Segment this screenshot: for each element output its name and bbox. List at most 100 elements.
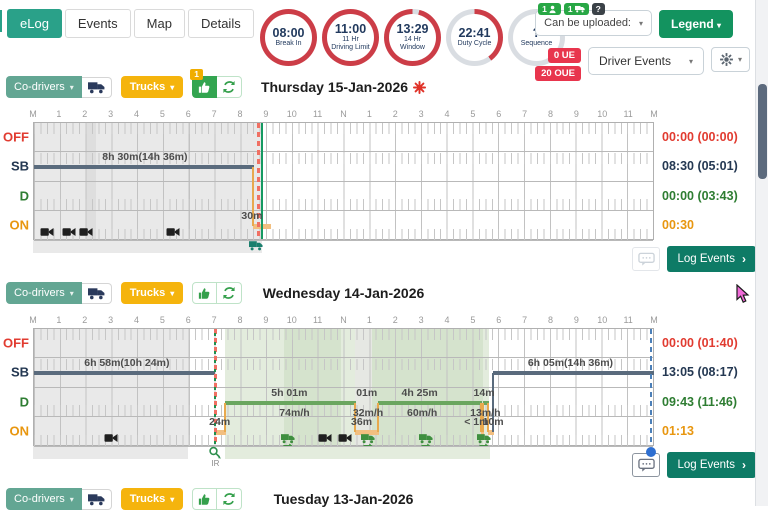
quarter-ticks: [34, 152, 653, 164]
oue-badge: 20 OUE: [535, 66, 581, 81]
chevron-down-icon: ▾: [717, 21, 722, 30]
co-drivers-button[interactable]: Co-drivers ▾: [6, 282, 82, 304]
duty-segment-d: [378, 400, 482, 405]
driver-events-select[interactable]: Driver Events ▾: [587, 47, 704, 75]
tab-elog[interactable]: eLog: [7, 9, 62, 38]
thumb-up-icon: [199, 287, 210, 299]
log-events-button[interactable]: Log Events ›: [667, 452, 756, 478]
axis-tick-label: 4: [444, 315, 450, 325]
axis-tick-label: 9: [263, 315, 269, 325]
comment-button[interactable]: [632, 247, 661, 271]
row-label-on: ON: [9, 217, 30, 233]
gauge-value: 11:00: [334, 22, 367, 36]
settings-button[interactable]: ▾: [710, 47, 750, 72]
segment-label: 14m: [473, 386, 495, 399]
log-events-label: Log Events: [677, 253, 735, 265]
log-events-button[interactable]: Log Events ›: [667, 246, 756, 272]
axis-tick-label: 11: [312, 109, 323, 119]
time-axis: M 1 2 3 4 5 6 7 8 9 10 11 N 1 2 3 4 5 6 7 8 9 10 11 M: [29, 308, 658, 328]
segment-label: 4h 25m: [401, 386, 438, 399]
refresh-button[interactable]: [217, 282, 243, 304]
tab-events[interactable]: Events: [64, 9, 131, 38]
shade-region: [33, 446, 189, 459]
duty-segment-d: [483, 400, 490, 405]
truck-select-button[interactable]: [81, 76, 112, 98]
segment-label: 10m: [482, 416, 504, 429]
dashcam-icon: [62, 227, 76, 236]
gauge-label: 14 Hr: [403, 36, 422, 43]
gauge-value: 13:29: [396, 22, 429, 36]
gauge-11-hr-driving-limit: 11:00 11 Hr Driving Limit: [322, 9, 379, 66]
day-footer: Log Events ›: [632, 452, 756, 478]
log-grid[interactable]: 8h 30m(14h 36m) 30m: [33, 122, 654, 241]
quarter-ticks: [34, 199, 653, 210]
chevron-down-icon: ▾: [69, 288, 74, 298]
log-grid[interactable]: 6h 58m(10h 24m) 24m 5h 01m 74m/h 36m 01m 32m/h…: [33, 328, 657, 457]
shade-region: [33, 240, 262, 253]
chevron-down-icon: ▾: [737, 55, 742, 64]
chevron-down-icon: ▾: [170, 494, 175, 504]
trucks-button[interactable]: Trucks ▾: [120, 76, 184, 98]
co-drivers-button[interactable]: Co-drivers ▾: [6, 76, 82, 98]
comment-button[interactable]: [632, 453, 661, 477]
truck-icon: [574, 5, 585, 13]
tab-details[interactable]: Details: [187, 9, 254, 38]
chevron-down-icon: ▾: [69, 494, 74, 504]
segment-label: 01m: [356, 386, 378, 399]
truck-green-marker: [281, 433, 295, 447]
quarter-ticks: [34, 358, 653, 370]
grid-row-off: [34, 123, 653, 152]
badge-count: 1: [567, 4, 573, 14]
segment-label: < 1m: [464, 416, 489, 429]
refresh-icon: [223, 493, 235, 505]
duty-segment-on: [354, 430, 380, 436]
axis-tick-label: 11: [312, 315, 323, 325]
axis-tick-label: 7: [522, 315, 528, 325]
legend-button[interactable]: Legend ▾: [659, 10, 734, 38]
camera-marker: [40, 227, 54, 237]
truck-select-button[interactable]: [81, 282, 112, 304]
axis-tick-label: M: [650, 109, 658, 119]
top-right-controls: 1 1? Can be uploaded: ▾ Legend ▾ 0 UE 20 …: [535, 3, 750, 81]
current-time-line: [261, 123, 264, 239]
log-events-label: Log Events: [677, 459, 735, 471]
vertical-scrollbar[interactable]: [755, 0, 768, 506]
comment-icon: [638, 252, 655, 266]
approve-refresh-group: [192, 488, 243, 510]
axis-tick-label: 6: [185, 315, 191, 325]
scrollbar-thumb[interactable]: [758, 84, 767, 179]
trucks-button[interactable]: Trucks ▾: [120, 282, 184, 304]
axis-tick-label: 2: [82, 109, 88, 119]
gauge-label: Window: [400, 44, 425, 51]
midnight-marker-line: [646, 329, 657, 457]
axis-tick-label: 8: [237, 315, 243, 325]
event-count-badges: 0 UE 20 OUE: [535, 48, 581, 81]
status-connector: [479, 402, 482, 433]
chevron-down-icon: ▾: [170, 82, 175, 92]
day-date: Tuesday 13-Jan-2026: [273, 491, 414, 507]
gauge-label: 11 Hr: [342, 36, 359, 43]
axis-tick-label: 10: [597, 109, 608, 119]
hos-gauges: 08:00 Break In 11:00 11 Hr Driving Limit 13:2…: [260, 9, 565, 66]
dashcam-icon: [40, 227, 54, 236]
truck-icon: [87, 493, 105, 505]
axis-tick-label: 6: [496, 109, 502, 119]
tab-map[interactable]: Map: [133, 9, 185, 38]
axis-tick-label: M: [29, 109, 37, 119]
comment-icon: [638, 458, 655, 472]
approve-button[interactable]: [192, 76, 218, 98]
driver-icon: [549, 5, 556, 13]
row-label-d: D: [19, 188, 29, 204]
status-connector: [492, 373, 495, 433]
approve-button[interactable]: [192, 282, 218, 304]
status-connector: [487, 402, 490, 433]
axis-tick-label: 5: [470, 315, 476, 325]
day-section: Co-drivers ▾ Trucks ▾ Tuesday 13-Jan-2026: [0, 488, 768, 514]
violation-flag-icon: [413, 81, 427, 94]
axis-tick-label: 1: [56, 315, 62, 325]
refresh-button[interactable]: [217, 76, 243, 98]
day-date: Wednesday 14-Jan-2026: [262, 285, 425, 301]
trucks-button[interactable]: Trucks ▾: [120, 488, 184, 510]
co-drivers-button[interactable]: Co-drivers ▾: [6, 488, 82, 510]
axis-tick-label: N: [340, 109, 347, 119]
